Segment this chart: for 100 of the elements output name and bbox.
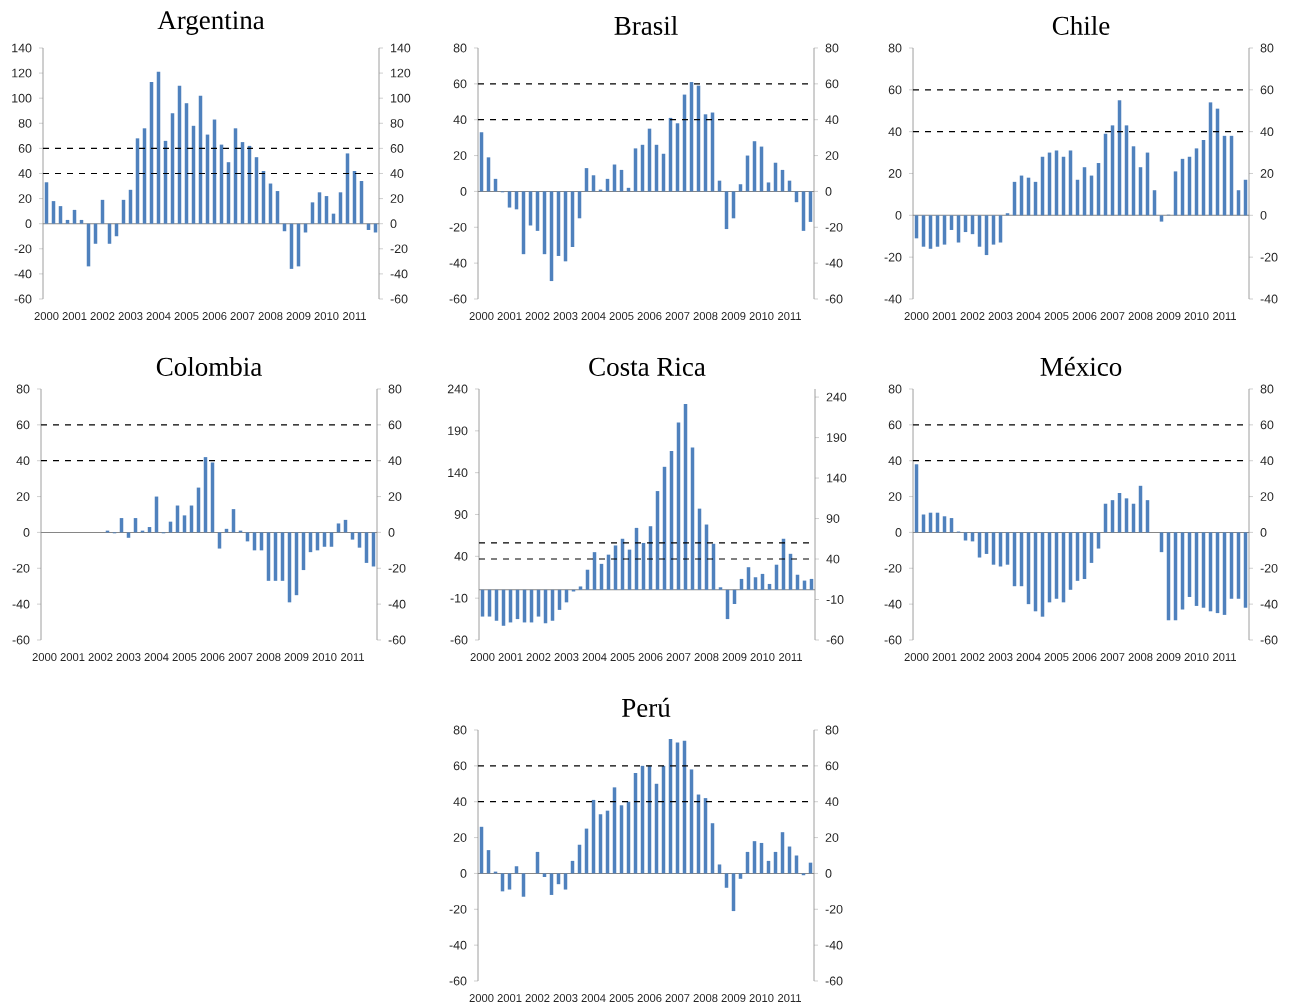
y2-tick-label: 190 — [827, 433, 847, 442]
y2-tick-label: -40 — [825, 258, 843, 268]
bar — [65, 219, 70, 224]
x-tick-label: 2002 — [960, 312, 985, 320]
y-tick-label: 60 — [453, 761, 467, 771]
y-tick-label: -60 — [14, 294, 32, 304]
y-tick-label: 60 — [888, 420, 902, 430]
y2-tick-label: 80 — [1260, 384, 1274, 394]
y2-tick-label: -20 — [388, 563, 406, 573]
y-tick-label: 0 — [23, 528, 30, 537]
y2-tick-label: 40 — [390, 169, 404, 178]
x-tick-label: 2005 — [609, 312, 634, 320]
bar — [1096, 532, 1101, 549]
y2-tick-label: -40 — [390, 269, 408, 279]
y2-tick-label: -20 — [1260, 252, 1278, 262]
y-tick-label: 60 — [453, 79, 467, 89]
x-tick-label: 2005 — [1044, 312, 1069, 320]
y-tick-label: 20 — [453, 833, 467, 842]
x-tick-label: 2009 — [1156, 312, 1181, 320]
x-tick-label: 2006 — [638, 653, 663, 661]
y-tick-label: 60 — [16, 420, 30, 430]
y-tick-label: 190 — [448, 426, 468, 436]
y2-tick-label: 0 — [825, 187, 832, 196]
x-tick-label: 2010 — [314, 312, 339, 320]
x-tick-label: 2004 — [581, 312, 606, 320]
x-tick-label: 2003 — [116, 653, 141, 661]
y-tick-label: -40 — [12, 599, 30, 609]
x-tick-label: 2010 — [1184, 312, 1209, 320]
y2-tick-label: 40 — [825, 797, 839, 807]
y2-tick-label: 40 — [826, 554, 840, 564]
y2-tick-label: -20 — [825, 222, 843, 232]
y2-tick-label: 240 — [826, 392, 847, 402]
y2-tick-label: -60 — [825, 294, 843, 304]
x-tick-label: 2010 — [749, 994, 774, 1002]
bar — [767, 583, 772, 590]
y-tick-label: -40 — [449, 940, 467, 950]
x-tick-label: 2001 — [932, 653, 957, 661]
x-tick-label: 2001 — [62, 312, 87, 320]
x-tick-label: 2005 — [1044, 653, 1069, 661]
x-tick-label: 2004 — [581, 994, 606, 1002]
bar — [578, 586, 583, 590]
x-tick-label: 2003 — [118, 312, 143, 320]
x-tick-label: 2003 — [988, 312, 1013, 320]
y-tick-label: 20 — [16, 492, 30, 501]
y2-tick-label: 80 — [388, 384, 402, 394]
chart-title: Perú — [622, 697, 671, 717]
y-tick-label: 20 — [888, 492, 902, 501]
y-tick-label: 40 — [18, 169, 32, 178]
y-tick-label: 140 — [12, 43, 32, 53]
x-tick-label: 2010 — [750, 653, 775, 661]
y-tick-label: -20 — [884, 252, 902, 262]
chart-title: Brasil — [614, 15, 678, 35]
y-tick-label: -60 — [450, 635, 468, 645]
y-tick-label: 100 — [12, 93, 32, 103]
x-tick-label: 2007 — [230, 312, 255, 320]
y-tick-label: 40 — [888, 456, 902, 466]
x-tick-label: 2008 — [694, 653, 719, 661]
y2-tick-label: 20 — [390, 194, 404, 203]
x-tick-label: 2008 — [1128, 312, 1153, 320]
y2-tick-label: 20 — [825, 151, 839, 160]
x-tick-label: 2004 — [1016, 312, 1041, 320]
y-tick-label: 120 — [12, 68, 32, 78]
bar — [718, 587, 723, 590]
chart-title: México — [1040, 356, 1122, 376]
x-tick-label: 2011 — [343, 312, 366, 320]
y-tick-label: 240 — [447, 384, 468, 394]
x-tick-label: 2002 — [88, 653, 113, 661]
y-tick-label: 0 — [895, 528, 902, 537]
x-tick-label: 2006 — [200, 653, 225, 661]
x-tick-label: 2001 — [932, 312, 957, 320]
y-tick-label: -60 — [884, 635, 902, 645]
y-tick-label: 40 — [16, 456, 30, 466]
x-tick-label: 2008 — [693, 994, 718, 1002]
x-tick-label: 2002 — [526, 653, 551, 661]
x-tick-label: 2009 — [721, 994, 746, 1002]
x-tick-label: 2005 — [609, 994, 634, 1002]
y-tick-label: -20 — [449, 904, 467, 914]
y2-tick-label: 0 — [1260, 210, 1267, 220]
x-tick-label: 2005 — [174, 312, 199, 320]
x-tick-label: 2007 — [666, 653, 691, 661]
x-tick-label: 2011 — [778, 312, 801, 320]
y2-tick-label: 140 — [391, 43, 411, 53]
x-tick-label: 2001 — [497, 312, 522, 320]
bar — [563, 873, 568, 890]
y-tick-label: -60 — [12, 635, 30, 645]
y2-tick-label: 80 — [825, 43, 839, 53]
x-tick-label: 2007 — [665, 312, 690, 320]
x-tick-label: 2010 — [1184, 653, 1209, 661]
y2-tick-label: -60 — [390, 294, 408, 304]
x-tick-label: 2006 — [202, 312, 227, 320]
x-tick-label: 2000 — [469, 994, 494, 1002]
y2-tick-label: -60 — [825, 976, 843, 986]
y2-tick-label: -20 — [1260, 563, 1278, 573]
x-tick-label: 2008 — [258, 312, 283, 320]
bar — [507, 873, 512, 890]
y-tick-label: -40 — [884, 294, 902, 304]
y-tick-label: -40 — [14, 269, 32, 279]
bar — [126, 532, 131, 538]
x-tick-label: 2000 — [470, 653, 495, 661]
x-tick-label: 2009 — [722, 653, 747, 661]
